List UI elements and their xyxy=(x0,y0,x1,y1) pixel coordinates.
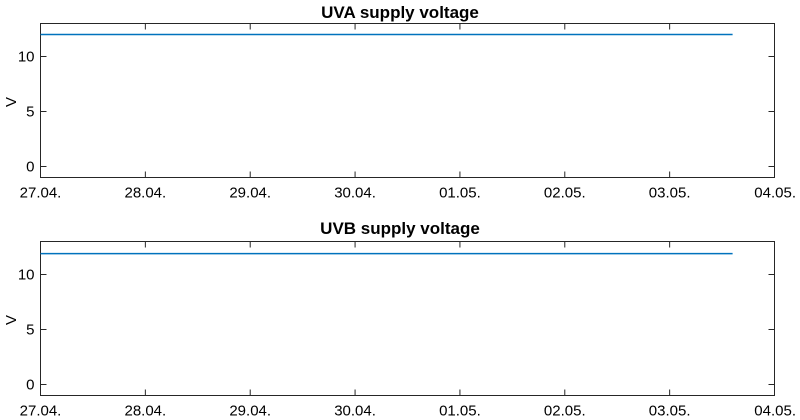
x-tick-label: 27.04. xyxy=(20,403,62,420)
x-tick-label: 01.05. xyxy=(439,185,481,202)
y-tick-label: 10 xyxy=(18,49,35,66)
x-tick-label: 30.04. xyxy=(334,185,376,202)
x-tick-label: 30.04. xyxy=(334,403,376,420)
y-tick-label: 5 xyxy=(26,104,34,121)
x-tick-label: 02.05. xyxy=(544,403,586,420)
subplot-uva: UVA supply voltage V 0 5 10 27.04. 28.04. 29… xyxy=(3,3,796,202)
y-axis-label: V xyxy=(3,97,20,107)
x-tick-label: 27.04. xyxy=(20,185,62,202)
x-tick-label: 04.05. xyxy=(754,403,796,420)
plot-frame xyxy=(40,23,775,178)
y-ticks: 0 5 10 xyxy=(18,267,775,394)
x-tick-label: 03.05. xyxy=(649,403,691,420)
y-tick-label: 5 xyxy=(26,322,34,339)
subplot-uvb: UVB supply voltage V 0 5 10 27.04. 28.04. 29… xyxy=(3,219,796,420)
y-tick-label: 0 xyxy=(26,377,34,394)
y-ticks: 0 5 10 xyxy=(18,49,775,176)
plot-frame xyxy=(40,241,775,396)
y-tick-label: 10 xyxy=(18,267,35,284)
x-tick-label: 04.05. xyxy=(754,185,796,202)
chart-title: UVA supply voltage xyxy=(321,3,479,22)
x-tick-label: 28.04. xyxy=(124,185,166,202)
x-ticks: 27.04. 28.04. 29.04. 30.04. 01.05. 02.05. 03.0… xyxy=(20,241,796,420)
x-tick-label: 29.04. xyxy=(229,403,271,420)
x-tick-label: 28.04. xyxy=(124,403,166,420)
x-tick-label: 02.05. xyxy=(544,185,586,202)
x-tick-label: 01.05. xyxy=(439,403,481,420)
y-axis-label: V xyxy=(3,315,20,325)
x-tick-label: 29.04. xyxy=(229,185,271,202)
x-ticks: 27.04. 28.04. 29.04. 30.04. 01.05. 02.05. 03.0… xyxy=(20,23,796,202)
y-tick-label: 0 xyxy=(26,159,34,176)
chart-title: UVB supply voltage xyxy=(320,219,480,238)
x-tick-label: 03.05. xyxy=(649,185,691,202)
